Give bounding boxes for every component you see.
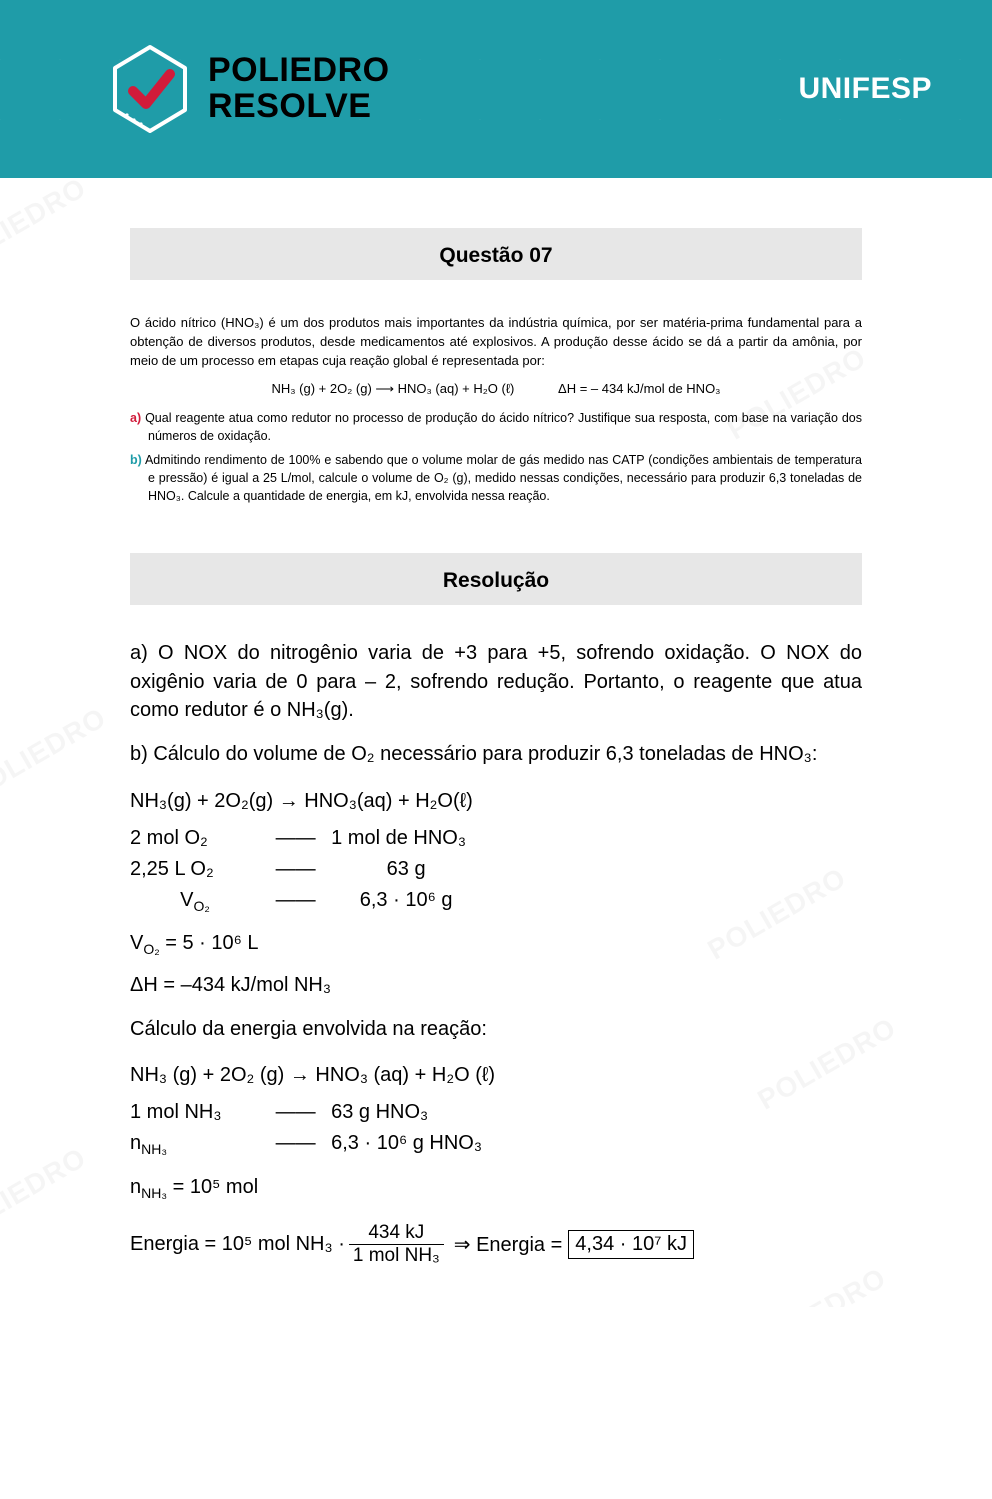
stoich-block-1: 2 mol O₂ —— 1 mol de HNO₃ 2,25 L O₂ —— 6… xyxy=(130,823,862,918)
watermark-text: POLIEDRO xyxy=(742,1262,892,1307)
resolution-para-b-intro: b) Cálculo do volume de O₂ necessário pa… xyxy=(130,740,862,768)
item-b-label: b) xyxy=(130,453,142,467)
question-equation: NH₃ (g) + 2O₂ (g) ⟶ HNO₃ (aq) + H₂O (ℓ) … xyxy=(130,381,862,397)
energy-intro: Cálculo da energia envolvida na reação: xyxy=(130,1015,862,1043)
stoich-row: VO₂ —— 6,3 · 10⁶ g xyxy=(130,885,862,918)
n-result: nNH₃ = 10⁵ mol xyxy=(130,1171,862,1204)
delta-h-line: ΔH = –434 kJ/mol NH₃ xyxy=(130,969,862,1001)
brand-line-2: RESOLVE xyxy=(208,89,390,125)
page-body: POLIEDRO POLIEDRO POLIEDRO POLIEDRO POLI… xyxy=(0,178,992,1307)
v-result: VO₂ = 5 · 10⁶ L xyxy=(130,927,862,960)
brand-text: POLIEDRO RESOLVE xyxy=(208,53,390,124)
stoich-row: 1 mol NH₃ —— 63 g HNO₃ xyxy=(130,1097,862,1128)
watermark-text: POLIEDRO xyxy=(0,1142,92,1247)
brand-logo-block: POLIEDRO RESOLVE xyxy=(110,44,390,134)
energy-result-box: 4,34 · 10⁷ kJ xyxy=(568,1230,694,1259)
question-title: Questão 07 xyxy=(130,228,862,280)
question-item-a: a) Qual reagente atua como redutor no pr… xyxy=(130,409,862,445)
question-item-b: b) Admitindo rendimento de 100% e sabend… xyxy=(130,451,862,505)
institution-label: UNIFESP xyxy=(798,72,932,106)
implies-arrow: ⇒ Energia = xyxy=(454,1232,563,1257)
item-a-text: Qual reagente atua como redutor no proce… xyxy=(145,411,862,443)
energy-final-line: Energia = 10⁵ mol NH₃ · 434 kJ 1 mol NH₃… xyxy=(130,1222,862,1267)
stoich-block-2: 1 mol NH₃ —— 63 g HNO₃ nNH₃ —— 6,3 · 10⁶… xyxy=(130,1097,862,1161)
equation-dh: ΔH = – 434 kJ/mol de HNO₃ xyxy=(558,381,720,396)
energy-fraction: 434 kJ 1 mol NH₃ xyxy=(349,1222,444,1267)
resolution-title: Resolução xyxy=(130,553,862,605)
stoich-row: 2 mol O₂ —— 1 mol de HNO₃ xyxy=(130,823,862,854)
equation-lhs: NH₃ (g) + 2O₂ (g) ⟶ HNO₃ (aq) + H₂O (ℓ) xyxy=(272,381,515,396)
watermark-text: POLIEDRO xyxy=(0,178,92,276)
resolution-equation-1: NH₃(g) + 2O₂(g) → HNO₃(aq) + H₂O(ℓ) xyxy=(130,785,862,817)
hexagon-check-icon xyxy=(110,44,190,134)
brand-line-1: POLIEDRO xyxy=(208,53,390,89)
resolution-para-a: a) O NOX do nitrogênio varia de +3 para … xyxy=(130,639,862,724)
stoich-row: nNH₃ —— 6,3 · 10⁶ g HNO₃ xyxy=(130,1128,862,1161)
resolution-section: Resolução a) O NOX do nitrogênio varia d… xyxy=(130,553,862,1267)
stoich-row: 2,25 L O₂ —— 63 g xyxy=(130,854,862,885)
watermark-text: POLIEDRO xyxy=(0,702,112,807)
question-intro: O ácido nítrico (HNO₃) é um dos produtos… xyxy=(130,314,862,371)
item-b-text: Admitindo rendimento de 100% e sabendo q… xyxy=(145,453,862,503)
energy-lhs: Energia = 10⁵ mol NH₃ · xyxy=(130,1233,345,1256)
item-a-label: a) xyxy=(130,411,141,425)
resolution-equation-2: NH₃ (g) + 2O₂ (g) → HNO₃ (aq) + H₂O (ℓ) xyxy=(130,1059,862,1091)
page-header: POLIEDRO RESOLVE UNIFESP xyxy=(0,0,992,178)
